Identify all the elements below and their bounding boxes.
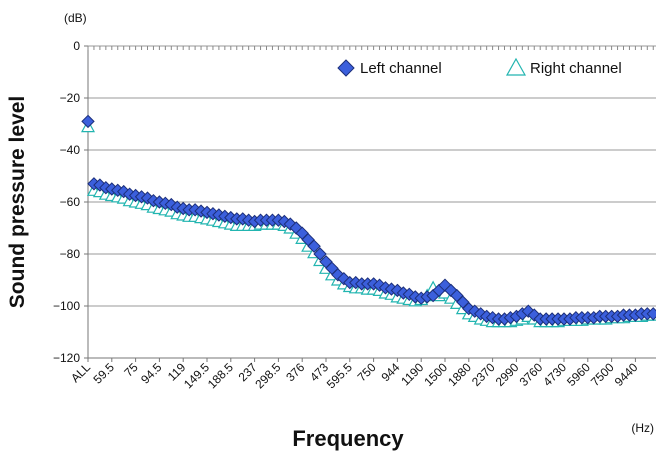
x-tick-label: 3760 xyxy=(517,360,546,389)
left-point xyxy=(646,307,656,321)
x-tick-label: 7500 xyxy=(588,360,617,389)
x-tick-label: 595.5 xyxy=(324,360,355,391)
x-tick-label: 1880 xyxy=(445,360,474,389)
legend-label: Left channel xyxy=(360,60,442,77)
y-tick-label: −120 xyxy=(53,351,80,365)
x-tick-label: 149.5 xyxy=(181,360,212,391)
x-tick-label: 1500 xyxy=(421,360,450,389)
legend-marker xyxy=(505,57,527,76)
x-tick-label: 4730 xyxy=(540,360,569,389)
x-tick-label: 9440 xyxy=(612,360,641,389)
y-unit: (dB) xyxy=(64,11,87,25)
x-tick-label: 750 xyxy=(355,360,379,384)
x-tick-label: 188.5 xyxy=(205,360,236,391)
x-tick-label: 298.5 xyxy=(252,360,283,391)
y-tick-label: −80 xyxy=(60,247,81,261)
x-tick-label: 1190 xyxy=(398,360,426,388)
x-tick-label: 376 xyxy=(283,360,307,384)
x-tick-label: 94.5 xyxy=(138,360,165,387)
x-tick-label: 2370 xyxy=(469,360,498,389)
y-tick-label: −100 xyxy=(53,299,80,313)
legend-label: Right channel xyxy=(530,60,622,77)
y-tick-label: −20 xyxy=(60,91,81,105)
x-axis-title: Frequency xyxy=(292,426,404,451)
y-tick-label: −40 xyxy=(60,143,81,157)
left-point xyxy=(313,247,327,261)
left-point xyxy=(307,239,321,253)
x-unit: (Hz) xyxy=(631,421,654,435)
y-tick-label: 0 xyxy=(73,39,80,53)
left-point xyxy=(81,114,95,129)
legend-marker xyxy=(337,59,355,77)
y-tick-label: −60 xyxy=(60,195,81,209)
x-tick-label: 2990 xyxy=(493,360,522,389)
x-tick-label: 5960 xyxy=(564,360,593,389)
x-tick-label: 59.5 xyxy=(91,360,118,387)
y-axis-title: Sound pressure level xyxy=(6,96,29,308)
